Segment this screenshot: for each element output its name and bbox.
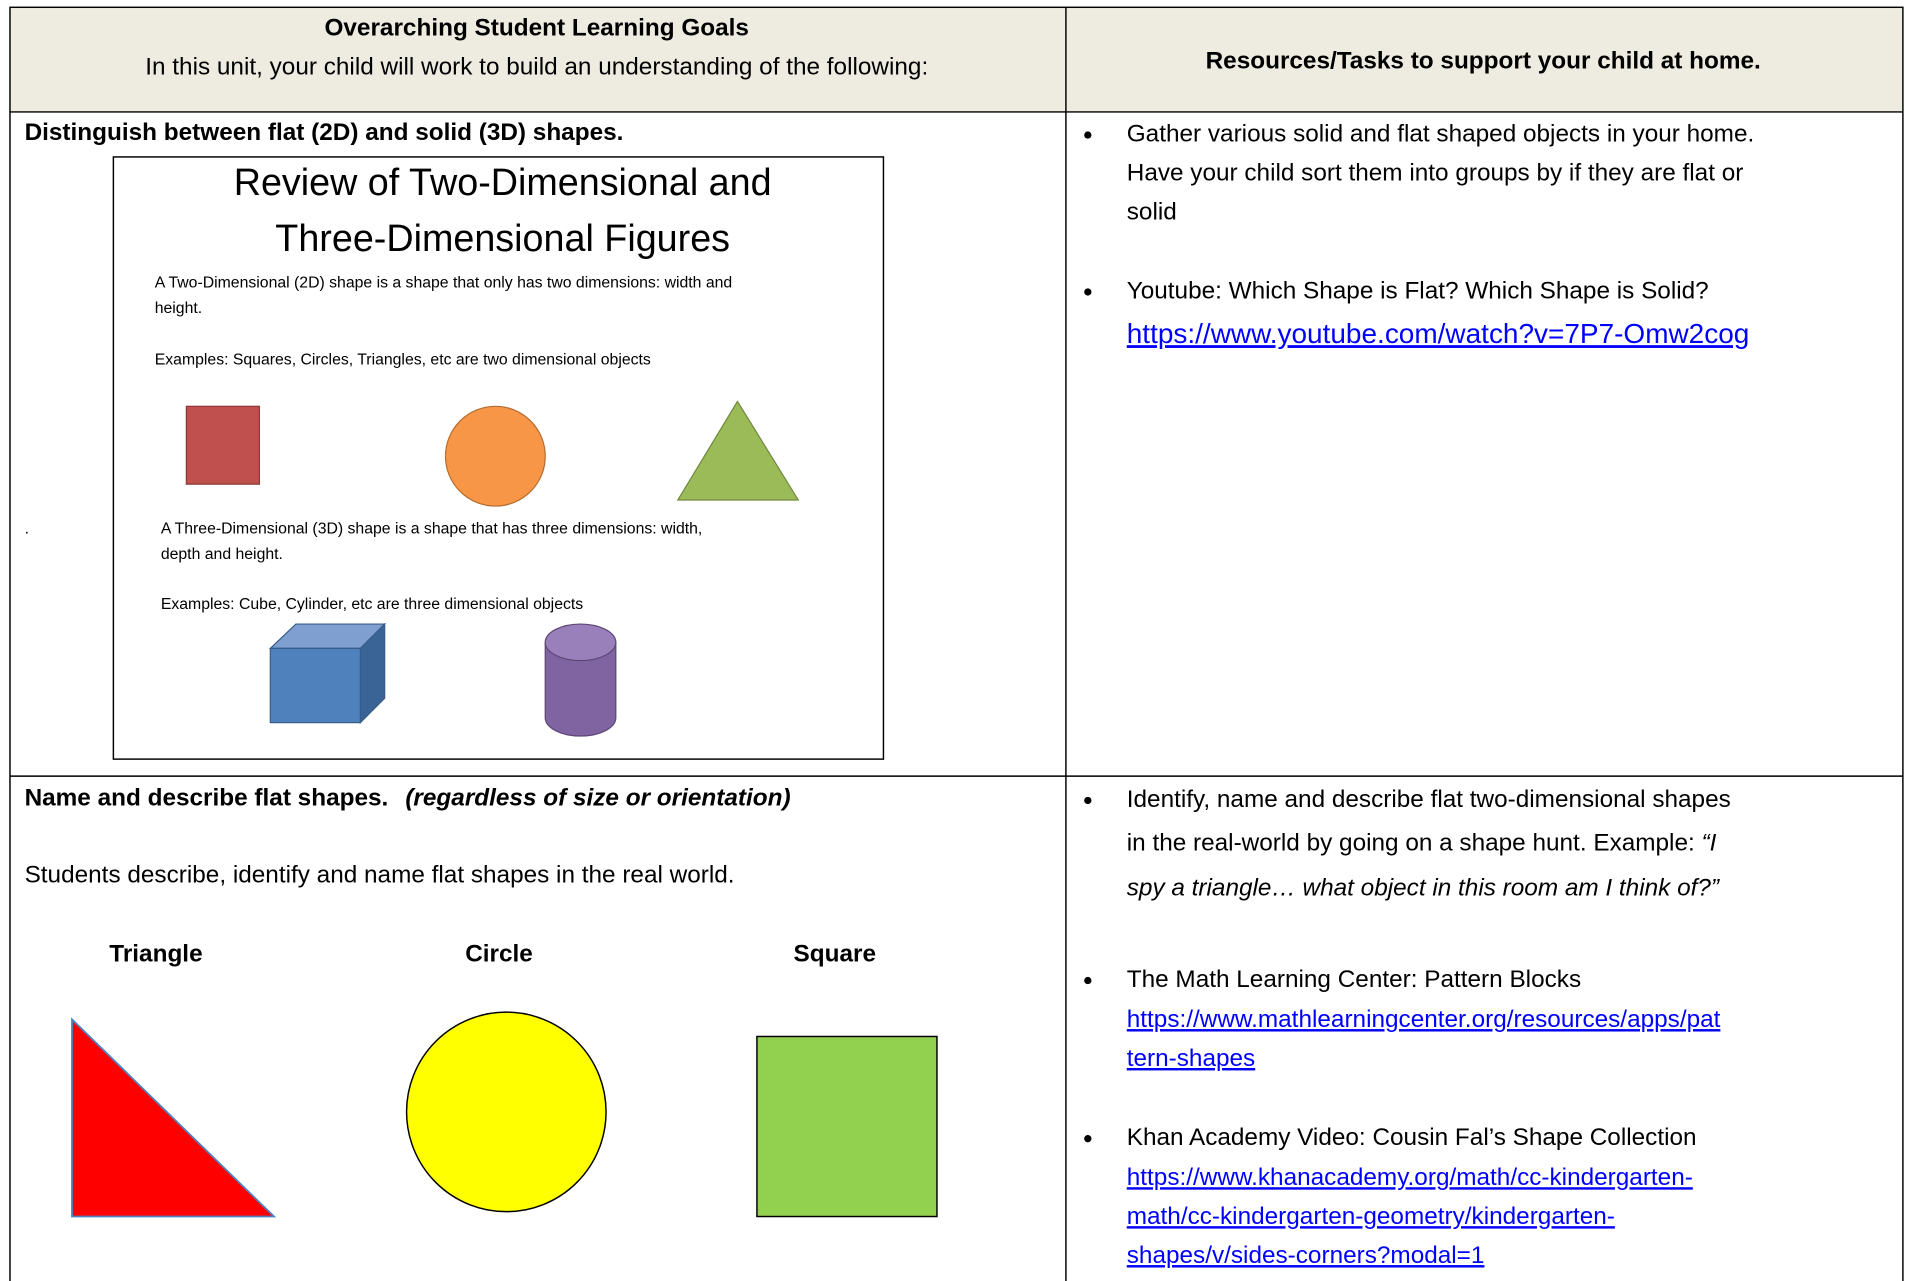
link[interactable]: math/cc-kindergarten-geometry/kindergart… — [1127, 1203, 1615, 1230]
resource-text: solid — [1127, 198, 1177, 225]
slide-text: depth and height. — [161, 546, 283, 563]
resource-text: Youtube: Which Shape is Flat? Which Shap… — [1127, 277, 1709, 304]
quote: spy a triangle… what object in this room… — [1127, 875, 1720, 902]
link[interactable]: https://www.khanacademy.org/math/cc-kind… — [1127, 1164, 1693, 1191]
shape-label: Triangle — [109, 940, 202, 967]
goal: Distinguish between flat (2D) and solid … — [25, 119, 624, 146]
square-icon — [185, 405, 260, 485]
bullet — [1084, 976, 1092, 985]
resource-text: Khan Academy Video: Cousin Fal’s Shape C… — [1127, 1124, 1697, 1151]
circle-icon — [444, 405, 546, 507]
link[interactable]: shapes/v/sides-corners?modal=1 — [1127, 1242, 1485, 1269]
header-left-title: Overarching Student Learning Goals — [324, 15, 748, 42]
slide-title: Three-Dimensional Figures — [275, 217, 730, 259]
quote: “I — [1702, 830, 1717, 857]
slide-text: Examples: Cube, Cylinder, etc are three … — [161, 596, 583, 613]
goal: Name and describe flat shapes. (regardles… — [25, 785, 791, 812]
cube-icon — [268, 622, 387, 725]
header-bg — [9, 7, 1903, 112]
header-right-title: Resources/Tasks to support your child at… — [1206, 47, 1761, 74]
link[interactable]: tern-shapes — [1127, 1045, 1255, 1072]
resource-text: Have your child sort them into groups by… — [1127, 159, 1744, 186]
resource-text: Identify, name and describe flat two-dim… — [1127, 786, 1731, 813]
resource-text: Gather various solid and flat shaped obj… — [1127, 120, 1754, 147]
cylinder-icon — [544, 623, 617, 737]
description: Students describe, identify and name fla… — [25, 861, 735, 888]
shape-label: Square — [794, 940, 876, 967]
slide-text: A Two-Dimensional (2D) shape is a shape … — [155, 275, 732, 292]
triangle-icon — [676, 400, 800, 501]
triangle-shape — [71, 1017, 277, 1218]
shape-label: Circle — [465, 940, 533, 967]
goal-text: Name and describe flat shapes. — [25, 785, 389, 812]
table-borders — [9, 6, 1904, 1281]
link[interactable]: https://www.mathlearningcenter.org/resou… — [1127, 1006, 1721, 1033]
bullet — [1084, 796, 1092, 805]
goal-note: (regardless of size or orientation) — [405, 785, 790, 812]
bullet — [1084, 1135, 1092, 1143]
bullet — [1084, 288, 1092, 296]
link[interactable]: https://www.youtube.com/watch?v=7P7-Omw2… — [1127, 318, 1750, 349]
resource-text: in the real-world by going on a shape hu… — [1127, 830, 1717, 857]
resources: Gather various solid and flat shaped obj… — [1084, 120, 1754, 1269]
slide-text: A Three-Dimensional (3D) shape is a shap… — [161, 520, 702, 537]
resource-text: The Math Learning Center: Pattern Blocks — [1127, 966, 1581, 993]
square-shape — [756, 1035, 938, 1218]
bullet — [1084, 131, 1092, 139]
slide-text: height. — [155, 300, 202, 317]
bullet-dot: . — [25, 520, 29, 537]
header-left-subtitle: In this unit, your child will work to bu… — [145, 54, 928, 81]
slide-title: Review of Two-Dimensional and — [234, 161, 772, 203]
circle-shape — [405, 1011, 607, 1213]
slide-text: Examples: Squares, Circles, Triangles, e… — [155, 351, 651, 368]
